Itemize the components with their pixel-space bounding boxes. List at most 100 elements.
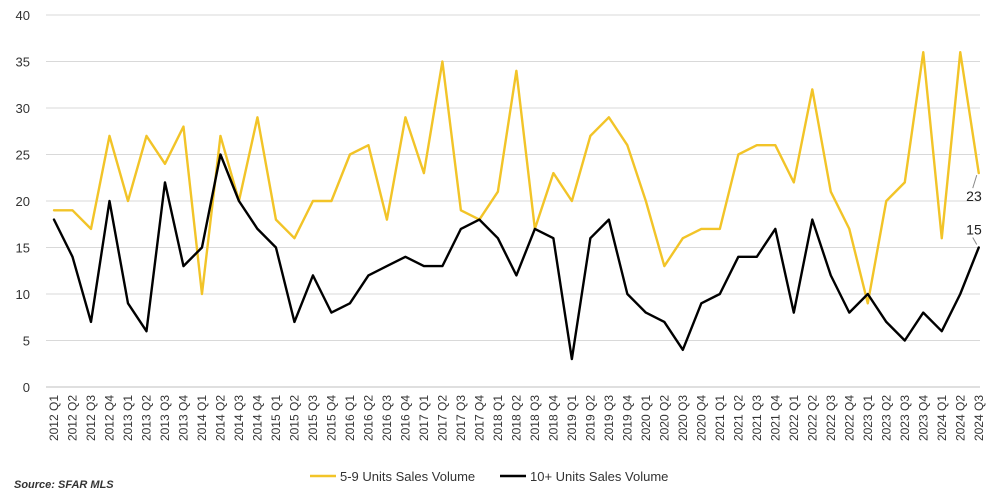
x-tick-label: 2012 Q1 bbox=[47, 395, 61, 441]
data-point bbox=[293, 237, 295, 239]
data-point bbox=[349, 302, 351, 304]
x-tick-label: 2021 Q1 bbox=[713, 395, 727, 441]
data-point bbox=[515, 274, 517, 276]
data-point bbox=[941, 237, 943, 239]
data-point bbox=[201, 246, 203, 248]
series-lines bbox=[52, 51, 980, 361]
data-point bbox=[312, 200, 314, 202]
data-point bbox=[275, 218, 277, 220]
y-tick-label: 20 bbox=[16, 194, 30, 209]
data-point bbox=[275, 246, 277, 248]
data-point bbox=[386, 218, 388, 220]
data-point bbox=[53, 218, 55, 220]
y-axis: 0 5 10 15 20 25 30 35 40 bbox=[16, 8, 980, 395]
data-point bbox=[700, 302, 702, 304]
y-tick-label: 25 bbox=[16, 148, 30, 163]
data-point bbox=[441, 60, 443, 62]
data-point bbox=[145, 330, 147, 332]
x-tick-label: 2018 Q1 bbox=[491, 395, 505, 441]
data-label-leader bbox=[972, 174, 978, 189]
data-point bbox=[682, 237, 684, 239]
data-point bbox=[238, 200, 240, 202]
x-tick-label: 2022 Q3 bbox=[824, 395, 838, 441]
data-point bbox=[330, 200, 332, 202]
data-point bbox=[386, 265, 388, 267]
x-tick-label: 2024 Q2 bbox=[953, 395, 967, 441]
data-point bbox=[700, 228, 702, 230]
data-point bbox=[867, 302, 869, 304]
series-5-9-units-line bbox=[52, 51, 980, 305]
data-point bbox=[719, 228, 721, 230]
data-point bbox=[608, 218, 610, 220]
x-tick-label: 2014 Q1 bbox=[195, 395, 209, 441]
data-point bbox=[774, 228, 776, 230]
x-tick-label: 2018 Q3 bbox=[528, 395, 542, 441]
x-tick-label: 2016 Q3 bbox=[380, 395, 394, 441]
data-point bbox=[497, 191, 499, 193]
data-point bbox=[127, 302, 129, 304]
x-tick-label: 2013 Q2 bbox=[139, 395, 153, 441]
data-point bbox=[367, 274, 369, 276]
x-tick-label: 2020 Q3 bbox=[676, 395, 690, 441]
x-tick-label: 2023 Q1 bbox=[861, 395, 875, 441]
y-tick-label: 35 bbox=[16, 55, 30, 70]
data-point bbox=[589, 135, 591, 137]
x-tick-label: 2021 Q2 bbox=[731, 395, 745, 441]
x-tick-label: 2014 Q3 bbox=[232, 395, 246, 441]
data-point bbox=[108, 200, 110, 202]
data-point bbox=[552, 172, 554, 174]
y-tick-label: 10 bbox=[16, 287, 30, 302]
data-point bbox=[312, 274, 314, 276]
data-point bbox=[885, 200, 887, 202]
data-point bbox=[219, 153, 221, 155]
x-tick-label: 2022 Q4 bbox=[842, 395, 856, 441]
data-point bbox=[904, 181, 906, 183]
x-tick-label: 2018 Q2 bbox=[509, 395, 523, 441]
x-tick-label: 2019 Q3 bbox=[602, 395, 616, 441]
data-point bbox=[71, 256, 73, 258]
data-point bbox=[922, 51, 924, 53]
data-point bbox=[608, 116, 610, 118]
data-point bbox=[978, 172, 980, 174]
x-tick-label: 2016 Q1 bbox=[343, 395, 357, 441]
x-tick-label: 2012 Q2 bbox=[65, 395, 79, 441]
data-point bbox=[830, 191, 832, 193]
x-tick-label: 2020 Q2 bbox=[657, 395, 671, 441]
data-point bbox=[127, 200, 129, 202]
data-point bbox=[682, 349, 684, 351]
legend-label: 5-9 Units Sales Volume bbox=[340, 469, 475, 484]
data-point bbox=[219, 135, 221, 137]
data-point bbox=[737, 256, 739, 258]
x-tick-label: 2015 Q3 bbox=[306, 395, 320, 441]
data-point bbox=[460, 209, 462, 211]
data-point bbox=[589, 237, 591, 239]
x-tick-label: 2014 Q2 bbox=[213, 395, 227, 441]
x-tick-label: 2013 Q4 bbox=[176, 395, 190, 441]
series-10-plus-units-line bbox=[52, 153, 980, 361]
data-point bbox=[164, 163, 166, 165]
data-point bbox=[848, 228, 850, 230]
data-point bbox=[978, 246, 980, 248]
x-tick-label: 2017 Q3 bbox=[454, 395, 468, 441]
x-tick-label: 2020 Q1 bbox=[639, 395, 653, 441]
y-tick-label: 0 bbox=[23, 380, 30, 395]
x-tick-label: 2016 Q2 bbox=[361, 395, 375, 441]
x-tick-label: 2013 Q3 bbox=[158, 395, 172, 441]
data-point bbox=[922, 311, 924, 313]
x-tick-label: 2012 Q4 bbox=[102, 395, 116, 441]
data-point bbox=[626, 293, 628, 295]
data-point bbox=[663, 321, 665, 323]
x-tick-label: 2024 Q1 bbox=[935, 395, 949, 441]
data-point bbox=[201, 293, 203, 295]
source-note: Source: SFAR MLS bbox=[14, 479, 114, 491]
data-label-leader bbox=[972, 237, 978, 245]
data-point bbox=[108, 135, 110, 137]
data-point bbox=[497, 237, 499, 239]
data-point bbox=[737, 153, 739, 155]
x-tick-label: 2014 Q4 bbox=[250, 395, 264, 441]
data-point bbox=[256, 116, 258, 118]
data-point bbox=[460, 228, 462, 230]
data-point bbox=[645, 200, 647, 202]
data-point bbox=[774, 144, 776, 146]
